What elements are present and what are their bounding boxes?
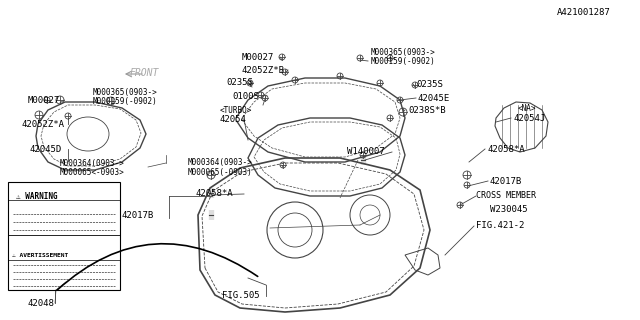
Text: 42052Z*B: 42052Z*B bbox=[242, 66, 285, 75]
Text: 0100S: 0100S bbox=[232, 92, 259, 100]
Text: M000364(0903->: M000364(0903-> bbox=[60, 158, 125, 167]
Text: 42052Z*A: 42052Z*A bbox=[22, 119, 65, 129]
Text: W140007: W140007 bbox=[347, 147, 385, 156]
Text: FIG.421-2: FIG.421-2 bbox=[476, 221, 524, 230]
Text: M00027: M00027 bbox=[242, 52, 275, 61]
Text: 42048: 42048 bbox=[28, 300, 55, 308]
Text: M000065(-0903): M000065(-0903) bbox=[188, 167, 253, 177]
Text: FRONT: FRONT bbox=[130, 68, 159, 78]
Text: M000159(-0902): M000159(-0902) bbox=[371, 57, 436, 66]
Text: ⚠ WARNING: ⚠ WARNING bbox=[16, 192, 58, 201]
Text: M000365(0903->: M000365(0903-> bbox=[93, 87, 157, 97]
Text: M000159(-0902): M000159(-0902) bbox=[93, 97, 157, 106]
Text: 42017B: 42017B bbox=[122, 212, 154, 220]
Text: M00027: M00027 bbox=[28, 95, 60, 105]
Text: <TURBO>: <TURBO> bbox=[220, 106, 252, 115]
Text: 42045E: 42045E bbox=[418, 93, 451, 102]
Text: M000365(0903->: M000365(0903-> bbox=[371, 47, 436, 57]
Text: 42058*A: 42058*A bbox=[487, 145, 525, 154]
Text: 42045D: 42045D bbox=[30, 145, 62, 154]
Bar bbox=[8, 182, 120, 290]
Text: CROSS MEMBER: CROSS MEMBER bbox=[476, 191, 536, 201]
Text: FIG.505: FIG.505 bbox=[222, 292, 260, 300]
Text: 42017B: 42017B bbox=[490, 177, 522, 186]
Text: 0235S: 0235S bbox=[226, 77, 253, 86]
Text: 42054: 42054 bbox=[220, 115, 247, 124]
Text: <NA>: <NA> bbox=[518, 103, 536, 113]
Text: ⚠ AVERTISSEMENT: ⚠ AVERTISSEMENT bbox=[12, 253, 68, 258]
Text: 0235S: 0235S bbox=[416, 79, 443, 89]
Text: A421001287: A421001287 bbox=[557, 7, 611, 17]
Text: W230045: W230045 bbox=[490, 205, 527, 214]
Text: 42054J: 42054J bbox=[513, 114, 545, 123]
Text: M000065<-0903>: M000065<-0903> bbox=[60, 167, 125, 177]
Text: M000364(0903->: M000364(0903-> bbox=[188, 157, 253, 166]
Text: 0238S*B: 0238S*B bbox=[408, 106, 445, 115]
Text: 42058*A: 42058*A bbox=[196, 188, 234, 197]
